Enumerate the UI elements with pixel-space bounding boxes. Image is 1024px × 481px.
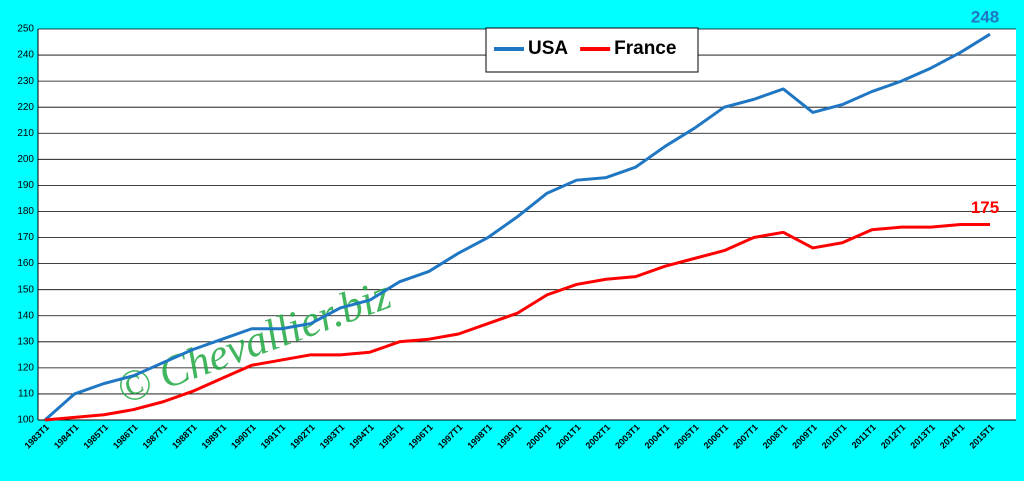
legend-label: France <box>614 38 676 59</box>
series-line <box>44 32 991 422</box>
x-tick-label: 1988T1 <box>170 422 199 451</box>
x-tick-label: 1994T1 <box>347 422 376 451</box>
x-tick-label: 2011T1 <box>850 422 878 450</box>
y-tick-label: 180 <box>17 206 34 217</box>
x-tick-label: 1985T1 <box>81 422 110 451</box>
x-tick-label: 2006T1 <box>702 422 731 451</box>
x-tick-label: 2012T1 <box>879 422 908 451</box>
x-tick-label: 2005T1 <box>672 422 701 451</box>
x-tick-label: 1987T1 <box>141 422 170 451</box>
x-tick-label: 1986T1 <box>111 422 140 451</box>
y-tick-label: 100 <box>17 415 34 426</box>
y-tick-label: 200 <box>17 154 34 165</box>
y-tick-label: 130 <box>17 336 34 347</box>
x-tick-label: 1996T1 <box>406 422 435 451</box>
x-tick-label: 1990T1 <box>229 422 258 451</box>
x-tick-label: 2015T1 <box>967 422 996 451</box>
x-tick-label: 2004T1 <box>643 422 672 451</box>
x-tick-label: 1997T1 <box>436 422 465 451</box>
x-tick-label: 2003T1 <box>613 422 642 451</box>
x-tick-label: 1991T1 <box>259 422 288 451</box>
x-tick-label: 1999T1 <box>495 422 524 451</box>
x-tick-label: 2010T1 <box>820 422 849 451</box>
y-tick-label: 250 <box>17 24 34 35</box>
end-label: 248 <box>971 8 999 27</box>
x-tick-label: 1993T1 <box>318 422 347 451</box>
x-tick-label: 2008T1 <box>761 422 790 451</box>
x-tick-label: 1995T1 <box>377 422 406 451</box>
x-tick-label: 2000T1 <box>524 422 553 451</box>
x-tick-label: 1989T1 <box>200 422 229 451</box>
y-tick-label: 230 <box>17 76 34 87</box>
y-tick-label: 240 <box>17 50 34 61</box>
x-tick-label: 2001T1 <box>554 422 583 451</box>
x-tick-label: 2009T1 <box>790 422 819 451</box>
y-tick-label: 150 <box>17 284 34 295</box>
x-tick-label: 2002T1 <box>584 422 613 451</box>
end-label: 175 <box>971 198 999 217</box>
x-tick-label: 1983T1 <box>22 422 51 451</box>
y-tick-label: 170 <box>17 232 34 243</box>
y-tick-label: 220 <box>17 102 34 113</box>
y-tick-label: 160 <box>17 258 34 269</box>
series-line <box>44 223 990 422</box>
y-tick-label: 210 <box>17 128 34 139</box>
x-tick-label: 1992T1 <box>288 422 317 451</box>
y-tick-label: 120 <box>17 363 34 374</box>
x-tick-label: 2014T1 <box>938 422 967 451</box>
y-tick-label: 190 <box>17 180 34 191</box>
legend-label: USA <box>528 38 568 59</box>
x-tick-label: 2007T1 <box>731 422 760 451</box>
plot-area <box>38 29 1016 420</box>
x-tick-label: 2013T1 <box>908 422 937 451</box>
y-tick-label: 140 <box>17 310 34 321</box>
x-tick-label: 1984T1 <box>52 422 81 451</box>
x-tick-label: 1998T1 <box>465 422 494 451</box>
y-tick-label: 110 <box>18 389 34 400</box>
